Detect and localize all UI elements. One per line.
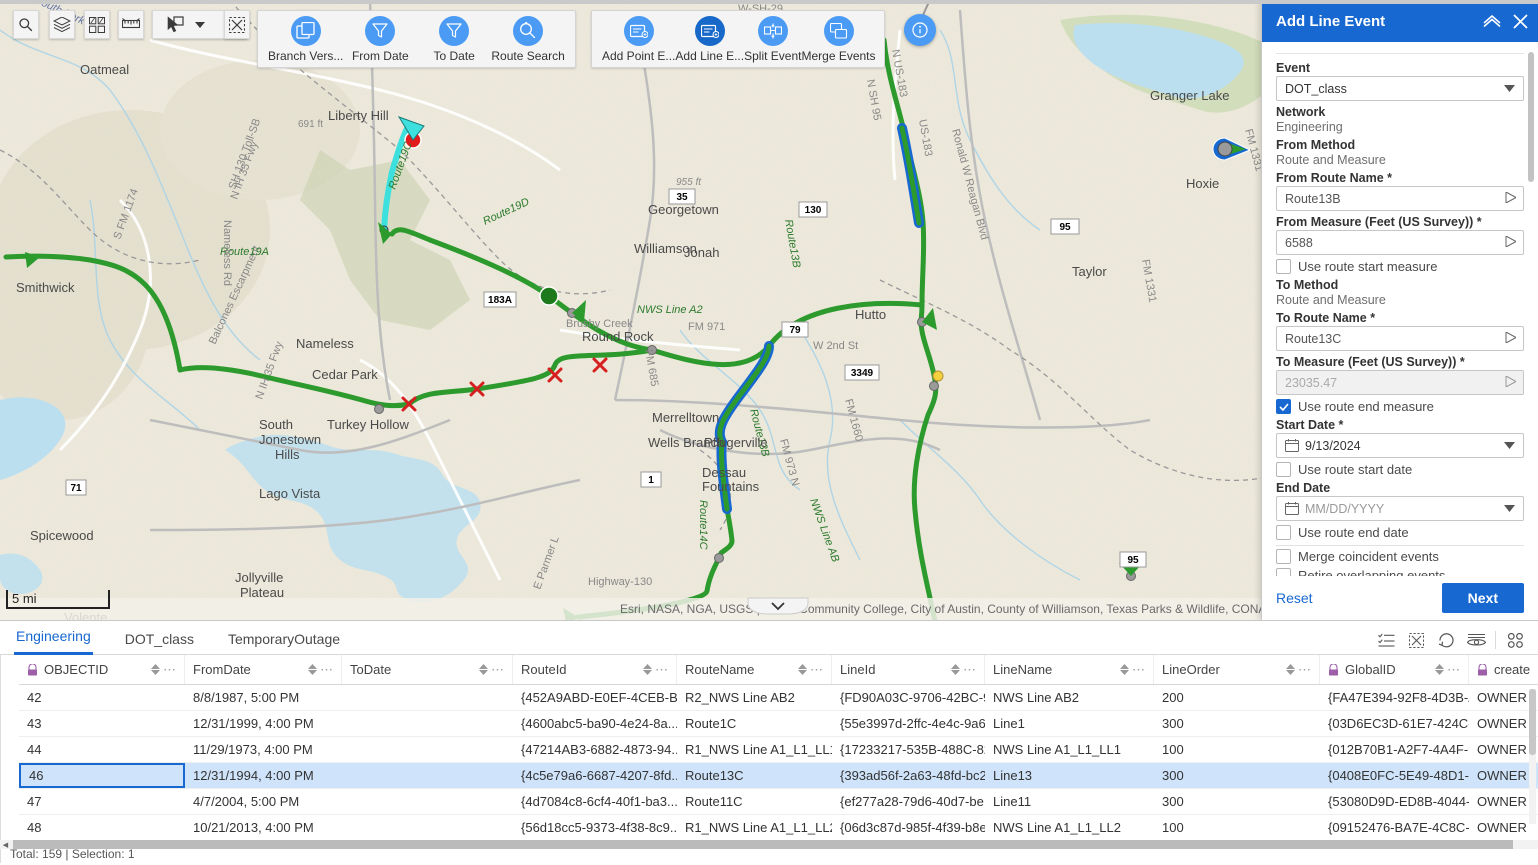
svg-text:Hutto: Hutto: [855, 307, 886, 322]
svg-text:Jonah: Jonah: [684, 245, 719, 260]
svg-text:South: South: [259, 417, 293, 432]
svg-text:Merrelltown: Merrelltown: [652, 410, 719, 425]
svg-text:Lago Vista: Lago Vista: [259, 486, 321, 501]
svg-text:Round Rock: Round Rock: [582, 329, 654, 344]
svg-text:Taylor: Taylor: [1072, 264, 1107, 279]
svg-text:Pflugerville: Pflugerville: [704, 435, 768, 450]
svg-text:Cedar Park: Cedar Park: [312, 367, 378, 382]
svg-text:95: 95: [1127, 555, 1139, 566]
svg-text:79: 79: [789, 325, 801, 336]
svg-text:71: 71: [70, 483, 82, 494]
svg-text:Smithwick: Smithwick: [16, 280, 75, 295]
svg-text:Georgetown: Georgetown: [648, 202, 719, 217]
svg-text:Nameless: Nameless: [296, 336, 354, 351]
svg-text:3349: 3349: [851, 368, 874, 379]
svg-text:Hills: Hills: [275, 447, 300, 462]
svg-text:Jollyville: Jollyville: [235, 570, 283, 585]
svg-text:Brushy Creek: Brushy Creek: [566, 318, 633, 330]
svg-text:691 ft: 691 ft: [298, 119, 323, 130]
svg-text:Spicewood: Spicewood: [30, 528, 94, 543]
svg-text:W 2nd St: W 2nd St: [813, 340, 858, 352]
svg-text:Dessau: Dessau: [702, 465, 746, 480]
svg-text:Turkey Hollow: Turkey Hollow: [327, 417, 409, 432]
svg-text:Oatmeal: Oatmeal: [80, 62, 129, 77]
svg-text:Highway-130: Highway-130: [588, 576, 652, 588]
svg-text:FM 971: FM 971: [688, 321, 725, 333]
svg-text:Nameless Rd: Nameless Rd: [221, 220, 233, 286]
svg-text:183A: 183A: [488, 295, 512, 306]
svg-text:1: 1: [648, 475, 654, 486]
svg-text:Granger Lake: Granger Lake: [1150, 88, 1230, 103]
svg-text:NWS Line A2: NWS Line A2: [637, 304, 703, 316]
svg-text:Route14C: Route14C: [697, 500, 709, 550]
svg-text:Liberty Hill: Liberty Hill: [328, 108, 389, 123]
svg-text:Fountains: Fountains: [702, 479, 760, 494]
svg-text:955 ft: 955 ft: [676, 177, 702, 188]
svg-text:Hoxie: Hoxie: [1186, 176, 1219, 191]
svg-text:130: 130: [805, 205, 822, 216]
svg-text:95: 95: [1059, 222, 1071, 233]
svg-text:Jonestown: Jonestown: [259, 432, 321, 447]
svg-text:Plateau: Plateau: [240, 585, 284, 600]
